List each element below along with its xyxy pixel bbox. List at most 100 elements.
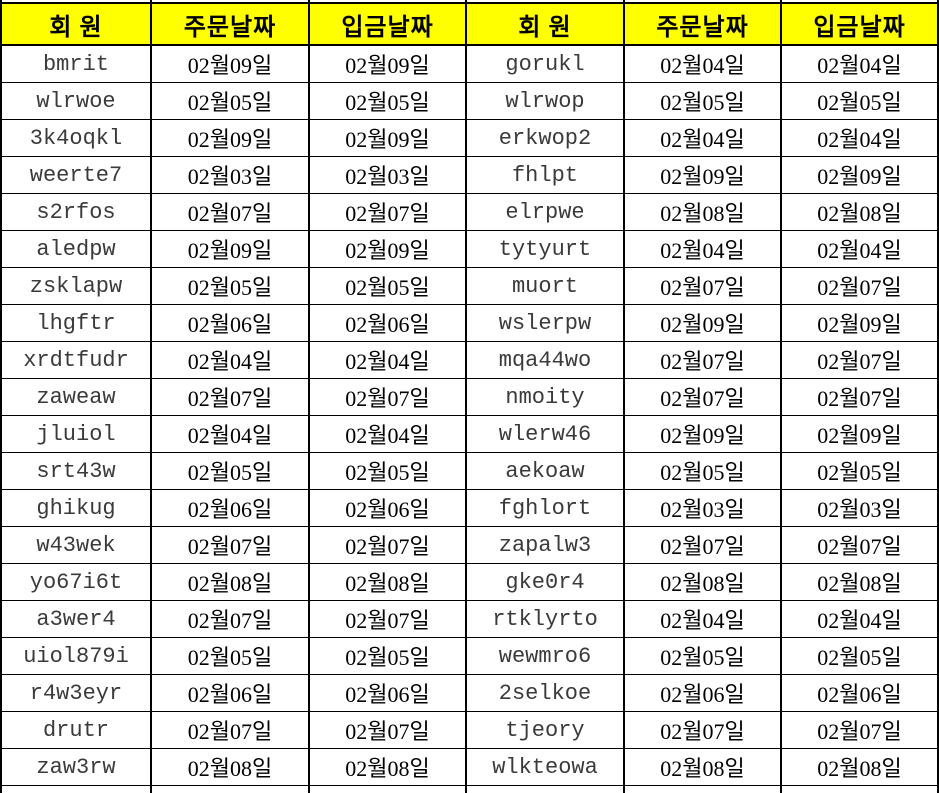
order-date-cell[interactable]: 02월05일: [152, 453, 310, 490]
order-date-cell[interactable]: 02월06일: [152, 490, 310, 527]
deposit-date-cell[interactable]: 02월04일: [310, 416, 467, 453]
deposit-date-cell[interactable]: 02월06일: [310, 490, 467, 527]
member-cell[interactable]: wlkteowa: [467, 749, 625, 786]
order-date-cell[interactable]: 02월09일: [625, 416, 782, 453]
order-date-cell[interactable]: 02월05일: [152, 268, 310, 305]
member-cell[interactable]: erkwop2: [467, 120, 625, 157]
member-cell[interactable]: aekoaw: [467, 453, 625, 490]
member-cell[interactable]: wewmro6: [467, 638, 625, 675]
deposit-date-cell[interactable]: 02월09일: [782, 305, 939, 342]
deposit-date-cell[interactable]: 02월05일: [782, 83, 939, 120]
order-date-cell[interactable]: 02월07일: [625, 342, 782, 379]
member-cell[interactable]: yo67i6t: [0, 564, 152, 601]
deposit-date-cell[interactable]: 02월07일: [782, 527, 939, 564]
member-cell[interactable]: wslerpw: [467, 305, 625, 342]
deposit-date-cell[interactable]: 02월08일: [782, 194, 939, 231]
header-order-date-left[interactable]: 주문날짜: [152, 4, 310, 46]
deposit-date-cell[interactable]: 02월09일: [782, 416, 939, 453]
order-date-cell[interactable]: 02월08일: [152, 564, 310, 601]
order-date-cell[interactable]: 02월07일: [152, 379, 310, 416]
member-cell[interactable]: w43wek: [0, 527, 152, 564]
order-date-cell[interactable]: 02월03일: [152, 157, 310, 194]
member-cell[interactable]: tjeory: [467, 712, 625, 749]
order-date-cell[interactable]: 02월09일: [152, 231, 310, 268]
order-date-cell[interactable]: 02월07일: [625, 527, 782, 564]
deposit-date-cell[interactable]: 02월05일: [782, 453, 939, 490]
order-date-cell[interactable]: 02월05일: [152, 638, 310, 675]
header-deposit-date-left[interactable]: 입금날짜: [310, 4, 467, 46]
member-cell[interactable]: mqa44wo: [467, 342, 625, 379]
member-cell[interactable]: rtklyrto: [467, 601, 625, 638]
header-order-date-right[interactable]: 주문날짜: [625, 4, 782, 46]
deposit-date-cell[interactable]: 02월04일: [782, 601, 939, 638]
order-date-cell[interactable]: 02월06일: [152, 305, 310, 342]
header-member-right[interactable]: 회 원: [467, 4, 625, 46]
order-date-cell[interactable]: 02월05일: [152, 83, 310, 120]
order-date-cell[interactable]: 02월07일: [152, 712, 310, 749]
deposit-date-cell[interactable]: 02월07일: [310, 527, 467, 564]
order-date-cell[interactable]: 02월07일: [152, 601, 310, 638]
deposit-date-cell[interactable]: 02월09일: [782, 157, 939, 194]
deposit-date-cell[interactable]: 02월07일: [782, 342, 939, 379]
deposit-date-cell[interactable]: 02월04일: [782, 231, 939, 268]
deposit-date-cell[interactable]: 02월08일: [310, 564, 467, 601]
order-date-cell[interactable]: 02월06일: [152, 675, 310, 712]
deposit-date-cell[interactable]: 02월06일: [310, 305, 467, 342]
order-date-cell[interactable]: 02월04일: [152, 416, 310, 453]
deposit-date-cell[interactable]: 02월07일: [310, 194, 467, 231]
member-cell[interactable]: nmoity: [467, 379, 625, 416]
member-cell[interactable]: elrpwe: [467, 194, 625, 231]
deposit-date-cell[interactable]: 02월07일: [310, 712, 467, 749]
member-cell[interactable]: zsklapw: [0, 268, 152, 305]
order-date-cell[interactable]: 02월04일: [152, 342, 310, 379]
member-cell[interactable]: r4w3eyr: [0, 675, 152, 712]
member-cell[interactable]: tytyurt: [467, 231, 625, 268]
member-cell[interactable]: fghlort: [467, 490, 625, 527]
order-date-cell[interactable]: 02월04일: [625, 601, 782, 638]
order-date-cell[interactable]: 02월09일: [152, 46, 310, 83]
deposit-date-cell[interactable]: 02월06일: [310, 675, 467, 712]
member-cell[interactable]: wlerw46: [467, 416, 625, 453]
order-date-cell[interactable]: 02월05일: [625, 83, 782, 120]
member-cell[interactable]: a3wer4: [0, 601, 152, 638]
deposit-date-cell[interactable]: 02월03일: [310, 157, 467, 194]
member-cell[interactable]: zaw3rw: [0, 749, 152, 786]
deposit-date-cell[interactable]: 02월08일: [782, 564, 939, 601]
header-member-left[interactable]: 회 원: [0, 4, 152, 46]
deposit-date-cell[interactable]: 02월08일: [310, 749, 467, 786]
member-cell[interactable]: jluiol: [0, 416, 152, 453]
order-date-cell[interactable]: 02월09일: [625, 305, 782, 342]
order-date-cell[interactable]: 02월07일: [625, 379, 782, 416]
order-date-cell[interactable]: 02월06일: [625, 675, 782, 712]
order-date-cell[interactable]: 02월05일: [625, 638, 782, 675]
deposit-date-cell[interactable]: 02월05일: [310, 83, 467, 120]
deposit-date-cell[interactable]: 02월09일: [310, 231, 467, 268]
order-date-cell[interactable]: 02월08일: [625, 564, 782, 601]
member-cell[interactable]: zaweaw: [0, 379, 152, 416]
order-date-cell[interactable]: 02월08일: [625, 749, 782, 786]
deposit-date-cell[interactable]: 02월04일: [310, 342, 467, 379]
member-cell[interactable]: fhlpt: [467, 157, 625, 194]
member-cell[interactable]: xrdtfudr: [0, 342, 152, 379]
order-date-cell[interactable]: 02월09일: [625, 157, 782, 194]
member-cell[interactable]: gke0r4: [467, 564, 625, 601]
order-date-cell[interactable]: 02월07일: [625, 712, 782, 749]
order-date-cell[interactable]: 02월07일: [152, 194, 310, 231]
order-date-cell[interactable]: 02월09일: [152, 120, 310, 157]
order-date-cell[interactable]: 02월08일: [152, 749, 310, 786]
deposit-date-cell[interactable]: 02월06일: [782, 675, 939, 712]
member-cell[interactable]: drutr: [0, 712, 152, 749]
header-deposit-date-right[interactable]: 입금날짜: [782, 4, 939, 46]
order-date-cell[interactable]: 02월04일: [625, 46, 782, 83]
deposit-date-cell[interactable]: 02월09일: [310, 46, 467, 83]
deposit-date-cell[interactable]: 02월03일: [782, 490, 939, 527]
order-date-cell[interactable]: 02월05일: [625, 453, 782, 490]
member-cell[interactable]: lhgftr: [0, 305, 152, 342]
deposit-date-cell[interactable]: 02월04일: [782, 46, 939, 83]
deposit-date-cell[interactable]: 02월07일: [782, 268, 939, 305]
member-cell[interactable]: wlrwoe: [0, 83, 152, 120]
member-cell[interactable]: uiol879i: [0, 638, 152, 675]
deposit-date-cell[interactable]: 02월09일: [310, 120, 467, 157]
member-cell[interactable]: ghikug: [0, 490, 152, 527]
deposit-date-cell[interactable]: 02월05일: [782, 638, 939, 675]
